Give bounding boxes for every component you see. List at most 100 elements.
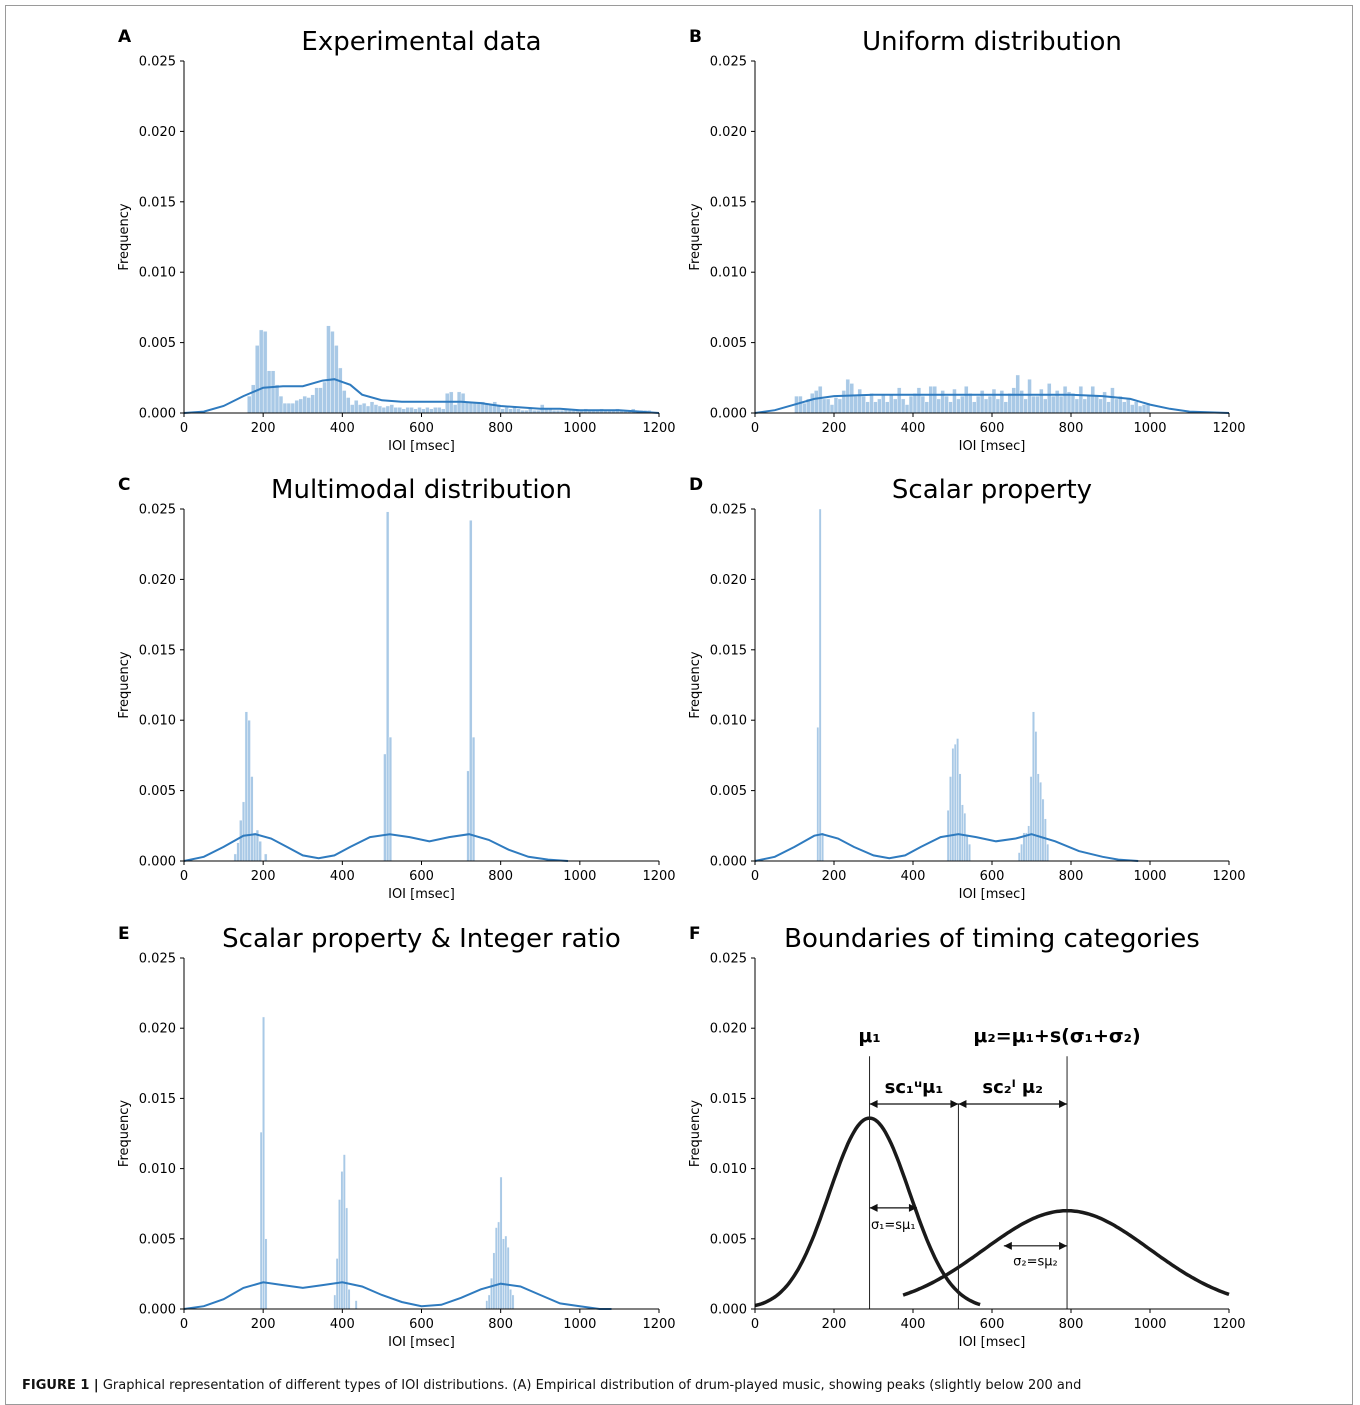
histogram-bar (354, 400, 359, 414)
histogram-bar (369, 401, 375, 414)
y-tick-label: 0.000 (710, 855, 747, 870)
histogram-bar (936, 398, 941, 414)
chart-title: Scalar property (892, 475, 1092, 505)
histogram-bar (908, 395, 914, 414)
y-tick-label: 0.000 (710, 407, 747, 422)
y-tick-label: 0.000 (139, 407, 176, 422)
histogram-bar (346, 397, 351, 414)
histogram-bar (409, 407, 414, 414)
histogram-bar (889, 394, 894, 414)
x-tick-label: 800 (488, 869, 513, 884)
histogram-bar (417, 407, 422, 414)
x-tick-label: 800 (1059, 869, 1084, 884)
histogram-bar (340, 1171, 344, 1310)
y-tick-label: 0.015 (710, 1092, 747, 1107)
x-tick-label: 200 (251, 869, 276, 884)
histogram-bar (492, 1252, 496, 1310)
histogram-bar (350, 404, 355, 414)
histogram-bar (849, 383, 854, 414)
kde-line (183, 833, 569, 862)
histogram-bar (1126, 398, 1131, 414)
figure-caption: FIGURE 1 | Graphical representation of d… (22, 1378, 1081, 1393)
sc2-arrow-head-left (958, 1100, 967, 1109)
histogram-bar (833, 397, 839, 414)
y-tick-label: 0.005 (139, 336, 176, 351)
histogram-bar (825, 398, 831, 414)
y-tick-label: 0.020 (139, 1022, 176, 1037)
histogram-bar (497, 1221, 501, 1310)
histogram-bar (916, 387, 922, 414)
x-tick-label: 600 (980, 1317, 1005, 1332)
histogram-bar (821, 398, 827, 414)
x-tick-label: 0 (751, 869, 759, 884)
histogram-bar (893, 398, 898, 414)
histogram-bar (282, 402, 288, 414)
y-axis-label: Frequency (117, 203, 132, 270)
histogram-bar (333, 1294, 337, 1310)
y-axis-label: Frequency (117, 1100, 132, 1167)
histogram-bar (1074, 398, 1080, 414)
histogram-bar (397, 407, 402, 414)
x-tick-label: 1200 (1212, 421, 1245, 436)
histogram-bar (964, 386, 969, 414)
sc1-arrow-head-left (869, 1100, 878, 1109)
histogram-bar (255, 345, 260, 414)
y-tick-label: 0.020 (139, 573, 176, 588)
y-tick-label: 0.005 (139, 784, 176, 799)
histogram-bar (250, 776, 254, 862)
x-tick-label: 1200 (642, 1317, 675, 1332)
histogram-bar (1034, 731, 1038, 862)
x-tick-label: 0 (751, 1317, 759, 1332)
sigma2-arrow-head-right (1059, 1241, 1068, 1250)
histogram-bar (262, 331, 268, 414)
histogram-bar (932, 386, 937, 414)
histogram-bar (810, 393, 815, 414)
histogram-bar (1094, 395, 1099, 414)
x-tick-label: 200 (822, 1317, 847, 1332)
histogram-bar (405, 407, 410, 414)
histogram-bar (492, 401, 497, 414)
histogram-bar (253, 832, 257, 862)
histogram-bar (262, 1016, 265, 1310)
chart-title: Multimodal distribution (271, 475, 572, 505)
histogram-bar (1017, 852, 1021, 862)
histogram-bar (504, 1235, 508, 1310)
y-axis-label: Frequency (688, 651, 703, 718)
kde-line (754, 393, 1230, 414)
histogram-bar (802, 402, 807, 414)
histogram-bar (401, 408, 406, 414)
histogram-bar (290, 402, 296, 414)
histogram-bar (466, 770, 470, 862)
kde-line (754, 833, 1139, 862)
x-tick-label: 1200 (642, 421, 675, 436)
sigma2-label: σ₂=sμ₂ (1013, 1254, 1058, 1269)
histogram-bar (1102, 391, 1107, 414)
histogram-bar (991, 388, 997, 414)
histogram-bar (837, 398, 843, 414)
histogram-bar (853, 395, 858, 414)
histogram-bar (381, 407, 387, 414)
y-tick-label: 0.025 (139, 952, 176, 967)
y-tick-label: 0.010 (710, 714, 747, 729)
x-tick-label: 1000 (1133, 869, 1166, 884)
histogram-bar (877, 398, 882, 414)
panel-d: D Scalar property 0.000 0.005 0.010 0.015 0.02… (688, 475, 1246, 902)
x-tick-label: 400 (330, 869, 355, 884)
histogram-bar (373, 404, 379, 414)
histogram-bar (963, 812, 967, 862)
y-tick-label: 0.010 (139, 714, 176, 729)
y-tick-label: 0.025 (710, 55, 747, 70)
histogram-bar (1133, 401, 1139, 414)
histogram-bar (972, 401, 977, 414)
histogram-bar (241, 801, 246, 862)
y-tick-label: 0.015 (139, 195, 176, 210)
y-tick-label: 0.010 (710, 266, 747, 281)
histogram-bar (233, 853, 237, 862)
histogram-bar (500, 408, 505, 414)
histogram-bar (326, 325, 331, 414)
histogram-bar (865, 401, 870, 414)
panel-e: E Scalar property & Integer ratio 0.000 0.0… (117, 924, 676, 1350)
y-tick-label: 0.020 (139, 125, 176, 140)
y-tick-label: 0.000 (710, 1303, 747, 1318)
x-tick-label: 1000 (1133, 421, 1166, 436)
